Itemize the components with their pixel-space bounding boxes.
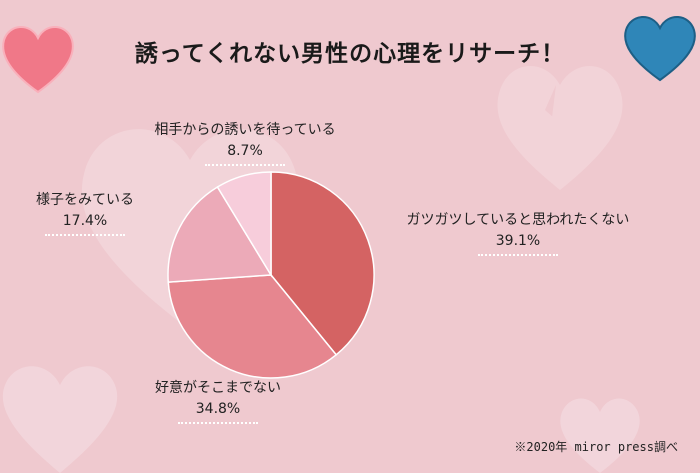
dotted-underline	[178, 422, 258, 424]
slice-name: 様子をみている	[36, 192, 134, 208]
pie-slice	[167, 274, 338, 379]
slice-percentage: 34.8%	[195, 401, 241, 417]
chart-title: 誘ってくれない男性の心理をリサーチ！	[134, 41, 566, 67]
pie-slice	[270, 171, 375, 356]
slice-name: ガツガツしていると思われたくない	[406, 212, 630, 228]
background-heart-bottom-left	[2, 366, 118, 473]
pie-slice	[167, 185, 273, 283]
pie-slice	[216, 171, 272, 278]
slice-percentage: 17.4%	[62, 213, 108, 229]
background-heart-bottom-right	[560, 398, 640, 473]
slice-percentage: 8.7%	[227, 143, 263, 159]
source-note: ※2020年 miror press調べ	[514, 440, 678, 454]
slice-label-koui: 好意がそこまでない 34.8%	[128, 378, 308, 424]
dotted-underline	[205, 164, 285, 166]
slice-label-matteiru: 相手からの誘いを待っている 8.7%	[120, 120, 370, 166]
slice-label-gatsugatsu: ガツガツしていると思われたくない 39.1%	[388, 210, 648, 256]
dotted-underline	[45, 234, 125, 236]
pink-heart-icon	[2, 26, 74, 94]
background-heart-broken	[497, 66, 623, 190]
slice-name: 相手からの誘いを待っている	[154, 122, 336, 138]
slice-percentage: 39.1%	[495, 233, 541, 249]
slice-name: 好意がそこまでない	[155, 380, 281, 396]
pie-chart	[167, 171, 375, 379]
slice-label-yousu: 様子をみている 17.4%	[10, 190, 160, 236]
dotted-underline	[478, 254, 558, 256]
blue-heart-icon	[624, 16, 696, 82]
